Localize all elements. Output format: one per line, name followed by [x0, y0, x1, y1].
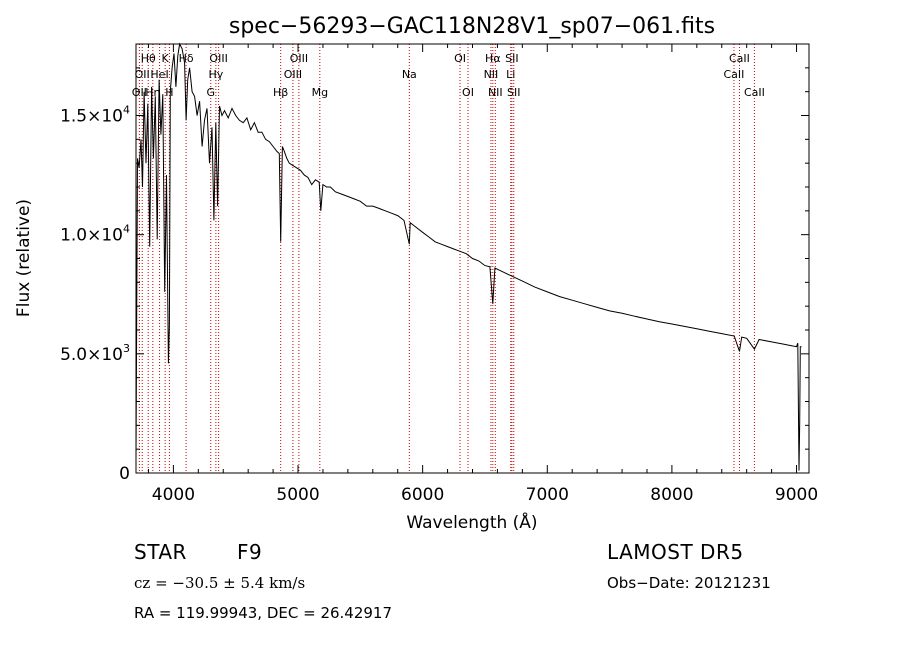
y-tick-exponent: 4 [123, 223, 130, 236]
line-marker-label: CaII [729, 52, 750, 65]
survey-name: LAMOST DR5 [607, 540, 744, 564]
line-marker-label: OI [462, 86, 474, 99]
line-marker-label: G [207, 86, 216, 99]
line-marker-label: Na [402, 68, 417, 81]
line-marker-label: Hδ [179, 52, 194, 65]
line-marker-label: Hβ [273, 86, 288, 99]
line-marker-label: SII [507, 86, 520, 99]
spectrum-line [135, 42, 802, 471]
chart-title: spec−56293−GAC118N28V1_sp07−061.fits [229, 14, 715, 39]
line-marker-label: CaII [744, 86, 765, 99]
line-marker-label: CaII [724, 68, 745, 81]
x-tick-label: 6000 [401, 485, 444, 505]
line-marker-label: OIII [290, 52, 308, 65]
line-marker-label: Li [506, 68, 515, 81]
line-markers [138, 44, 755, 473]
x-tick-label: 9000 [775, 485, 818, 505]
x-axis: 4000 5000 6000 7000 8000 9000 [147, 44, 818, 505]
y-tick-label: 5.0×103 [60, 342, 130, 365]
y-tick-mantissa: 1.0×10 [60, 226, 123, 246]
line-marker-label: K [162, 52, 170, 65]
line-marker-label: Hθ [141, 52, 156, 65]
y-tick-label: 0 [119, 464, 130, 484]
coordinates: RA = 119.99943, DEC = 26.42917 [134, 604, 393, 622]
line-marker-label: OII [135, 68, 150, 81]
y-axis-label: Flux (relative) [14, 199, 34, 317]
observation-date: Obs−Date: 20121231 [607, 574, 771, 592]
x-tick-label: 7000 [526, 485, 569, 505]
line-marker-label: Hα [485, 52, 501, 65]
subclass: F9 [237, 540, 263, 564]
line-marker-labels: OIIOIIHθHηHeIKHHδGHγOIIIHβOIIIOIIIMgNaOI… [132, 52, 765, 99]
y-tick-exponent: 3 [123, 342, 130, 355]
x-axis-label: Wavelength (Å) [406, 511, 537, 533]
y-tick-mantissa: 0 [119, 464, 130, 484]
line-marker-label: NII [488, 86, 503, 99]
y-tick-mantissa: 5.0×10 [60, 345, 123, 365]
x-tick-label: 5000 [276, 485, 319, 505]
y-tick-label: 1.0×104 [60, 223, 130, 246]
line-marker-label: Hγ [208, 68, 223, 81]
line-marker-label: Mg [312, 86, 328, 99]
y-tick-mantissa: 1.5×10 [60, 107, 123, 127]
object-type: STAR [134, 540, 187, 564]
line-marker-label: OIII [284, 68, 302, 81]
y-tick-label: 1.5×104 [60, 104, 130, 127]
line-marker-label: SII [505, 52, 518, 65]
line-marker-label: HeI [150, 68, 168, 81]
line-marker-label: Hη [145, 86, 160, 99]
redshift-velocity: cz = −30.5 ± 5.4 km/s [134, 574, 306, 592]
x-tick-label: 4000 [152, 485, 195, 505]
x-tick-label: 8000 [650, 485, 693, 505]
y-tick-exponent: 4 [123, 104, 130, 117]
line-marker-label: NII [484, 68, 499, 81]
line-marker-label: H [165, 86, 173, 99]
line-marker-label: OI [454, 52, 466, 65]
line-marker-label: OIII [209, 52, 227, 65]
